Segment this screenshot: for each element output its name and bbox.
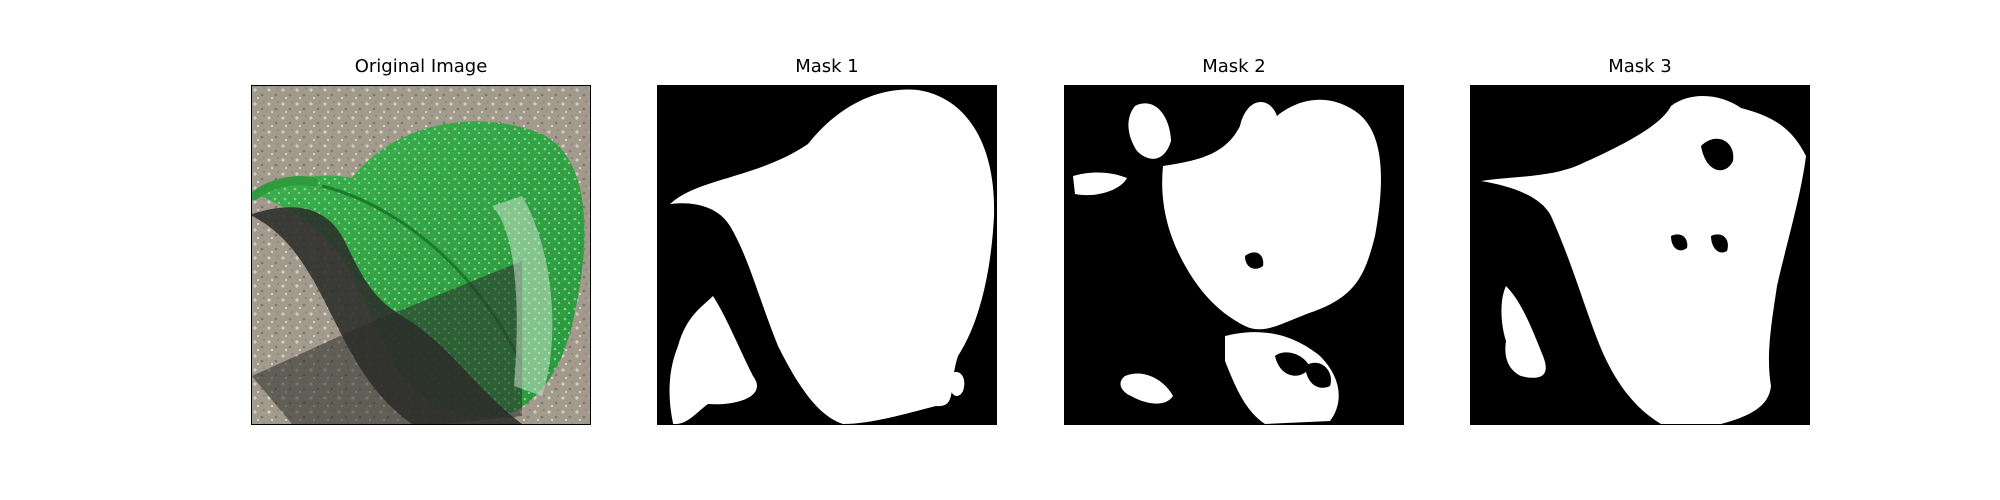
panel-title: Mask 2 xyxy=(1202,56,1266,77)
panel-title: Mask 3 xyxy=(1608,56,1672,77)
original-leaf-image xyxy=(251,85,591,425)
mask-3-image xyxy=(1470,85,1810,425)
mask-2-image xyxy=(1064,85,1404,425)
panel-title: Mask 1 xyxy=(795,56,859,77)
panel-title: Original Image xyxy=(354,56,488,77)
mask-1-image xyxy=(657,85,997,425)
